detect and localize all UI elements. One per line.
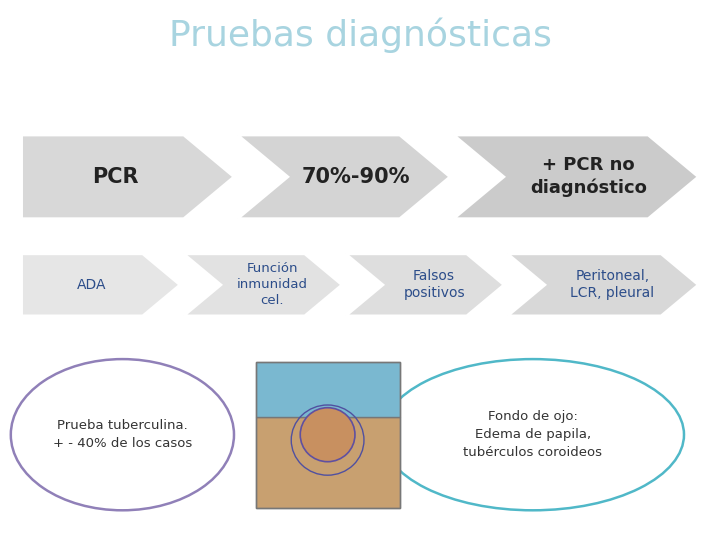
Text: Fondo de ojo:
Edema de papila,
tubérculos coroideos: Fondo de ojo: Edema de papila, tubérculo…	[463, 410, 603, 459]
Text: Función
inmunidad
cel.: Función inmunidad cel.	[237, 262, 307, 307]
Text: Peritoneal,
LCR, pleural: Peritoneal, LCR, pleural	[570, 269, 654, 300]
Bar	[256, 362, 400, 417]
Text: 70%-90%: 70%-90%	[302, 167, 410, 187]
Text: Prueba tuberculina.
+ - 40% de los casos: Prueba tuberculina. + - 40% de los casos	[53, 419, 192, 450]
Bar	[256, 362, 400, 508]
Text: Falsos
positivos: Falsos positivos	[403, 269, 465, 300]
Polygon shape	[454, 135, 698, 219]
Bar	[256, 417, 400, 508]
Text: PCR: PCR	[92, 167, 138, 187]
Polygon shape	[238, 135, 450, 219]
Ellipse shape	[11, 359, 234, 510]
Ellipse shape	[382, 359, 684, 510]
Text: ADA: ADA	[77, 278, 107, 292]
Polygon shape	[22, 135, 234, 219]
Polygon shape	[184, 254, 342, 316]
Polygon shape	[346, 254, 504, 316]
Text: + PCR no
diagnóstico: + PCR no diagnóstico	[530, 157, 647, 197]
Text: Pruebas diagnósticas: Pruebas diagnósticas	[168, 17, 552, 53]
Polygon shape	[22, 254, 180, 316]
Ellipse shape	[300, 408, 355, 462]
Polygon shape	[508, 254, 698, 316]
